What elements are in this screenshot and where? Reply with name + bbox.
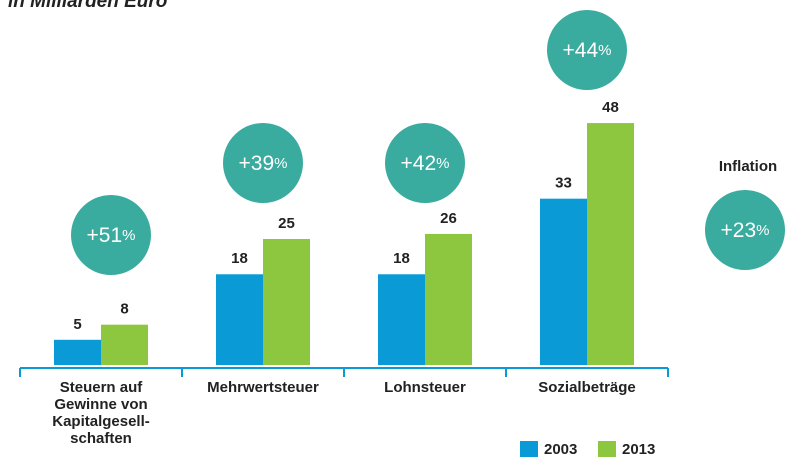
- data-label: 33: [555, 175, 572, 192]
- chart-subtitle: in Milliarden Euro: [8, 0, 167, 12]
- legend-swatch: [520, 441, 538, 457]
- bar: [216, 274, 263, 365]
- x-tick-label: Sozialbeträge: [538, 379, 636, 396]
- change-circle: [547, 10, 627, 90]
- change-label: +39%: [239, 152, 288, 175]
- change-circle: [223, 123, 303, 203]
- change-label: +44%: [563, 39, 612, 62]
- data-label: 5: [73, 316, 81, 333]
- bar: [540, 198, 587, 365]
- x-tick-label: Mehrwertsteuer: [207, 379, 319, 396]
- data-label: 18: [393, 250, 410, 267]
- change-circle: [385, 123, 465, 203]
- bar: [587, 123, 634, 365]
- x-tick-label: Steuern auf Gewinne von Kapitalgesell-scha…: [52, 379, 150, 447]
- inflation-circle: [705, 190, 785, 270]
- change-circle: [71, 195, 151, 275]
- inflation-label: +23%: [721, 219, 770, 242]
- data-label: 18: [231, 250, 248, 267]
- legend-swatch: [598, 441, 616, 457]
- bar: [54, 339, 101, 365]
- data-label: 48: [602, 99, 619, 116]
- change-label: +51%: [87, 224, 136, 247]
- bar: [263, 239, 310, 365]
- legend-label: 2003: [544, 441, 577, 458]
- bar: [425, 233, 472, 365]
- change-label: +42%: [401, 152, 450, 175]
- legend-label: 2013: [622, 441, 655, 458]
- bar: [378, 274, 425, 365]
- bar: [101, 324, 148, 365]
- x-tick-label: Lohnsteuer: [384, 379, 466, 396]
- data-label: 8: [120, 301, 128, 318]
- inflation-title: Inflation: [719, 158, 777, 175]
- data-label: 26: [440, 210, 457, 227]
- data-label: 25: [278, 215, 295, 232]
